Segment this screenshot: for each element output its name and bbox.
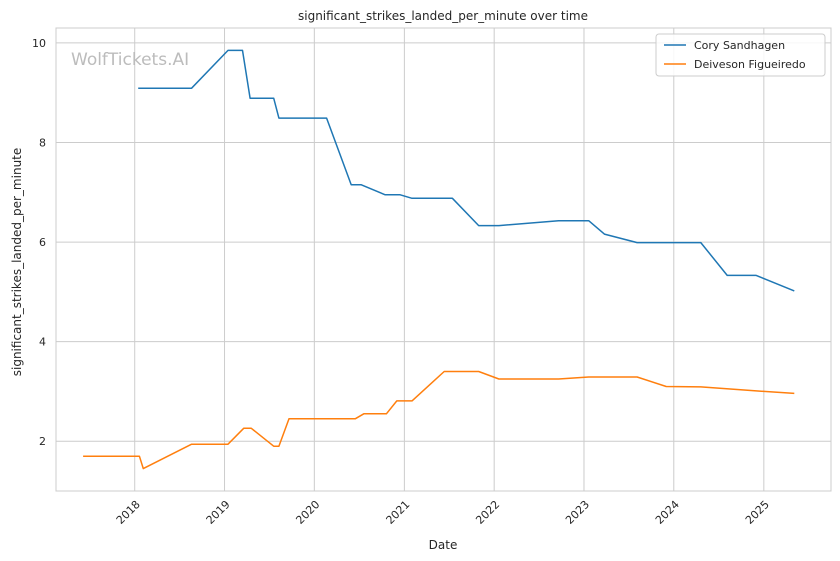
chart-title: significant_strikes_landed_per_minute ov… (298, 9, 588, 23)
series-line-1 (138, 49, 795, 292)
y-tick-label: 4 (39, 336, 46, 349)
legend-box (655, 33, 826, 77)
y-tick-label: 6 (39, 236, 46, 249)
y-tick-label: 8 (39, 137, 46, 150)
legend-label-2: Deiveson Figueiredo (694, 58, 806, 71)
series-layer (83, 49, 795, 470)
y-axis-label: significant_strikes_landed_per_minute (10, 148, 24, 377)
legend-label-1: Cory Sandhagen (694, 39, 785, 52)
legend: Cory Sandhagen Deiveson Figueiredo (655, 33, 826, 77)
series-line-2 (83, 370, 795, 470)
watermark: WolfTickets.AI (71, 50, 189, 70)
plot-frame (55, 27, 832, 492)
x-axis-label: Date (429, 538, 458, 552)
y-tick-labels: 2 4 6 8 10 (32, 37, 46, 448)
y-tick-label: 2 (39, 435, 46, 448)
y-tick-label: 10 (32, 37, 46, 50)
